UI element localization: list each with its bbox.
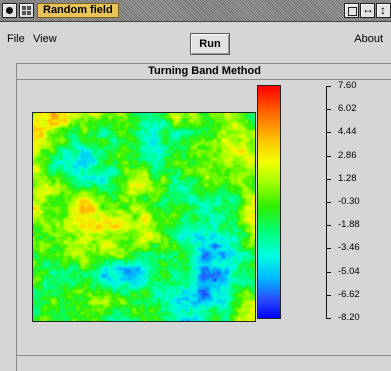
menu-about[interactable]: About (354, 33, 383, 45)
scale-tick-label: -8.20 (338, 312, 360, 323)
scale-tick (326, 109, 331, 110)
random-field-plot (32, 112, 256, 322)
scale-tick (326, 225, 331, 226)
panel-title: Turning Band Method (17, 64, 391, 80)
scale-tick (326, 295, 331, 296)
menu-file[interactable]: File (7, 33, 25, 45)
scale-tick-label: 7.60 (338, 80, 357, 91)
status-bar (16, 355, 391, 371)
maximize-horizontal-icon[interactable] (360, 2, 375, 18)
scale-tick (326, 202, 331, 203)
scale-tick-label: 2.86 (338, 150, 357, 161)
scale-tick-label: -3.46 (338, 242, 360, 253)
window-title: Random field (37, 3, 119, 18)
scale-tick-label: -6.62 (338, 289, 360, 300)
scale-tick (326, 179, 331, 180)
scale-tick (326, 156, 331, 157)
scale-tick-label: -0.30 (338, 196, 360, 207)
scale-tick (326, 272, 331, 273)
scale-tick-label: -5.04 (338, 266, 360, 277)
scale-tick (326, 86, 331, 87)
colorbar (257, 85, 281, 319)
colorbar-scale: 7.60 6.02 4.44 2.86 1.28 -0.30 -1.88 -3.46 -5.04… (322, 81, 382, 323)
menu-view[interactable]: View (33, 33, 57, 45)
scale-tick (326, 318, 331, 319)
window-menu-icon[interactable] (2, 3, 17, 18)
app-icon (19, 3, 34, 18)
scale-tick (326, 248, 331, 249)
scale-tick (326, 132, 331, 133)
random-field-image (33, 113, 255, 321)
iconify-icon[interactable] (344, 3, 359, 18)
scale-tick-label: 6.02 (338, 103, 357, 114)
title-bar[interactable]: Random field (0, 0, 391, 22)
run-button[interactable]: Run (190, 33, 230, 55)
menu-bar: File View Run About (0, 22, 391, 60)
scale-tick-label: -1.88 (338, 219, 360, 230)
content-panel: Turning Band Method 7.60 6.02 4.44 2.86 1.28… (16, 63, 391, 363)
maximize-vertical-icon[interactable] (376, 3, 391, 18)
scale-tick-label: 1.28 (338, 173, 357, 184)
scale-tick-label: 4.44 (338, 126, 357, 137)
